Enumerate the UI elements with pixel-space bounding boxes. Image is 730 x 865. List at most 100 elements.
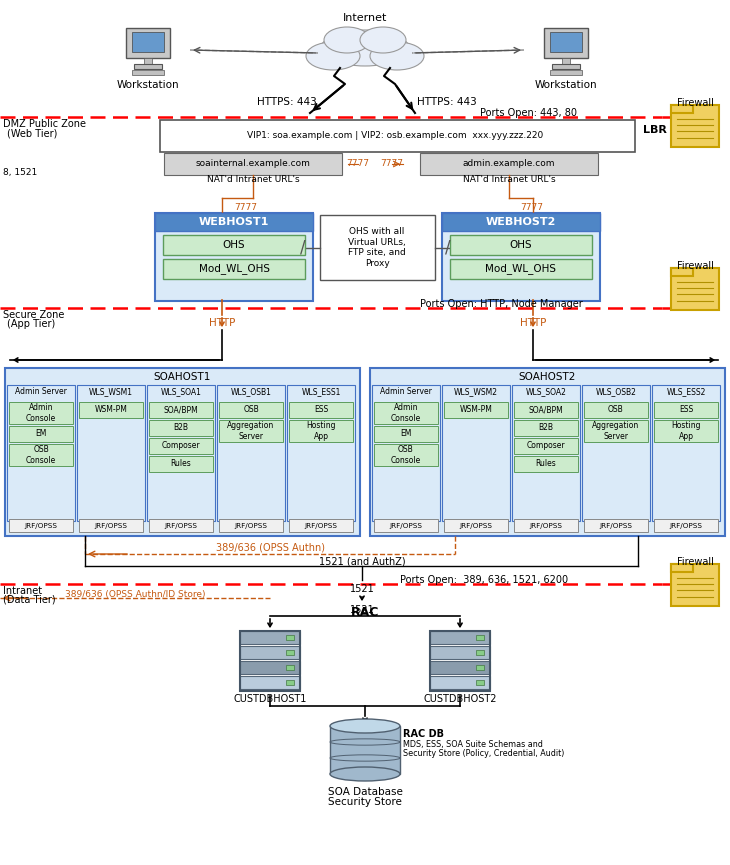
Bar bbox=[134, 64, 162, 69]
Text: HTTP: HTTP bbox=[209, 318, 235, 328]
Text: admin.example.com: admin.example.com bbox=[463, 159, 556, 169]
Text: OSB
Console: OSB Console bbox=[391, 445, 421, 465]
Bar bbox=[79, 402, 143, 418]
Bar bbox=[240, 676, 300, 689]
Bar bbox=[430, 631, 490, 691]
Text: 389/636 (OPSS Authn): 389/636 (OPSS Authn) bbox=[215, 543, 325, 553]
Bar bbox=[514, 438, 578, 454]
Bar bbox=[219, 519, 283, 532]
Bar bbox=[144, 58, 152, 65]
Text: Admin Server: Admin Server bbox=[15, 388, 67, 396]
Bar bbox=[155, 213, 313, 301]
Text: WEBHOST1: WEBHOST1 bbox=[199, 217, 269, 227]
Text: (App Tier): (App Tier) bbox=[7, 319, 55, 329]
Bar bbox=[550, 70, 582, 75]
Text: Mod_WL_OHS: Mod_WL_OHS bbox=[199, 264, 269, 274]
Text: WLS_ESS2: WLS_ESS2 bbox=[666, 388, 706, 396]
Bar bbox=[671, 268, 693, 276]
Bar bbox=[550, 32, 582, 52]
Text: JRF/OPSS: JRF/OPSS bbox=[304, 523, 337, 529]
Text: HTTPS: 443: HTTPS: 443 bbox=[417, 97, 477, 107]
Bar bbox=[9, 402, 73, 424]
Text: ESS: ESS bbox=[314, 406, 328, 414]
Bar bbox=[286, 650, 294, 655]
Bar bbox=[132, 70, 164, 75]
Bar bbox=[514, 402, 578, 418]
Bar bbox=[160, 120, 635, 152]
Bar bbox=[442, 385, 510, 521]
Text: SOAHOST1: SOAHOST1 bbox=[154, 372, 211, 382]
Bar bbox=[132, 32, 164, 52]
Text: OHS: OHS bbox=[223, 240, 245, 250]
Text: WSM-PM: WSM-PM bbox=[460, 406, 493, 414]
Bar bbox=[286, 680, 294, 685]
Text: JRF/OPSS: JRF/OPSS bbox=[459, 523, 493, 529]
Text: JRF/OPSS: JRF/OPSS bbox=[599, 523, 632, 529]
Text: SOA/BPM: SOA/BPM bbox=[529, 406, 564, 414]
Text: Proxy: Proxy bbox=[364, 260, 389, 268]
Bar bbox=[671, 105, 719, 147]
Text: JRF/OPSS: JRF/OPSS bbox=[669, 523, 702, 529]
Text: EM: EM bbox=[35, 430, 47, 439]
Text: HTTPS: 443: HTTPS: 443 bbox=[257, 97, 317, 107]
Bar bbox=[149, 456, 213, 472]
Bar bbox=[512, 385, 580, 521]
Bar bbox=[149, 402, 213, 418]
Text: B2B: B2B bbox=[174, 424, 188, 432]
Text: Rules: Rules bbox=[536, 459, 556, 469]
Bar bbox=[5, 368, 360, 536]
Text: SOA Database: SOA Database bbox=[328, 787, 402, 797]
Text: RAC DB: RAC DB bbox=[403, 729, 444, 739]
Ellipse shape bbox=[370, 42, 424, 70]
Text: WLS_SOA2: WLS_SOA2 bbox=[526, 388, 566, 396]
Bar bbox=[671, 564, 719, 606]
Bar bbox=[442, 213, 600, 231]
Text: WLS_OSB1: WLS_OSB1 bbox=[231, 388, 272, 396]
Text: 7777: 7777 bbox=[520, 202, 543, 212]
Bar bbox=[671, 564, 693, 572]
Text: FTP site, and: FTP site, and bbox=[348, 248, 406, 258]
Bar bbox=[155, 213, 313, 231]
Bar bbox=[289, 420, 353, 442]
Bar bbox=[149, 519, 213, 532]
Bar bbox=[164, 153, 342, 175]
Bar bbox=[9, 426, 73, 442]
Text: Admin
Console: Admin Console bbox=[391, 403, 421, 423]
Text: Aggregation
Server: Aggregation Server bbox=[592, 421, 639, 440]
Bar bbox=[476, 635, 484, 640]
Bar bbox=[584, 402, 648, 418]
Text: RAC: RAC bbox=[351, 606, 379, 618]
Bar bbox=[149, 438, 213, 454]
Text: Aggregation
Server: Aggregation Server bbox=[227, 421, 274, 440]
Ellipse shape bbox=[321, 30, 409, 66]
Text: JRF/OPSS: JRF/OPSS bbox=[94, 523, 128, 529]
Text: 7777: 7777 bbox=[347, 158, 369, 168]
Text: Hosting
App: Hosting App bbox=[307, 421, 336, 440]
Text: WLS_WSM2: WLS_WSM2 bbox=[454, 388, 498, 396]
Bar bbox=[430, 661, 490, 674]
Text: Security Store (Policy, Credential, Audit): Security Store (Policy, Credential, Audi… bbox=[403, 748, 564, 758]
Text: Admin
Console: Admin Console bbox=[26, 403, 56, 423]
Text: 7777: 7777 bbox=[234, 202, 257, 212]
Text: CUSTDBHOST1: CUSTDBHOST1 bbox=[234, 694, 307, 704]
Bar bbox=[442, 213, 600, 301]
Bar bbox=[9, 444, 73, 466]
Text: JRF/OPSS: JRF/OPSS bbox=[529, 523, 563, 529]
Text: OHS with all: OHS with all bbox=[350, 227, 404, 235]
Text: JRF/OPSS: JRF/OPSS bbox=[25, 523, 58, 529]
Bar bbox=[286, 665, 294, 670]
Text: 389/636 (OPSS Authn/ID Store): 389/636 (OPSS Authn/ID Store) bbox=[65, 590, 205, 599]
Text: CUSTDBHOST2: CUSTDBHOST2 bbox=[423, 694, 496, 704]
Text: 1521: 1521 bbox=[350, 584, 374, 594]
Bar bbox=[654, 420, 718, 442]
Bar bbox=[671, 105, 693, 113]
Bar bbox=[374, 426, 438, 442]
Ellipse shape bbox=[324, 27, 370, 53]
Text: SOA/BPM: SOA/BPM bbox=[164, 406, 199, 414]
Text: Workstation: Workstation bbox=[534, 80, 597, 90]
Text: 8, 1521: 8, 1521 bbox=[3, 169, 37, 177]
Bar bbox=[671, 268, 719, 310]
Bar bbox=[654, 519, 718, 532]
Text: 7777: 7777 bbox=[380, 158, 404, 168]
Bar bbox=[219, 420, 283, 442]
